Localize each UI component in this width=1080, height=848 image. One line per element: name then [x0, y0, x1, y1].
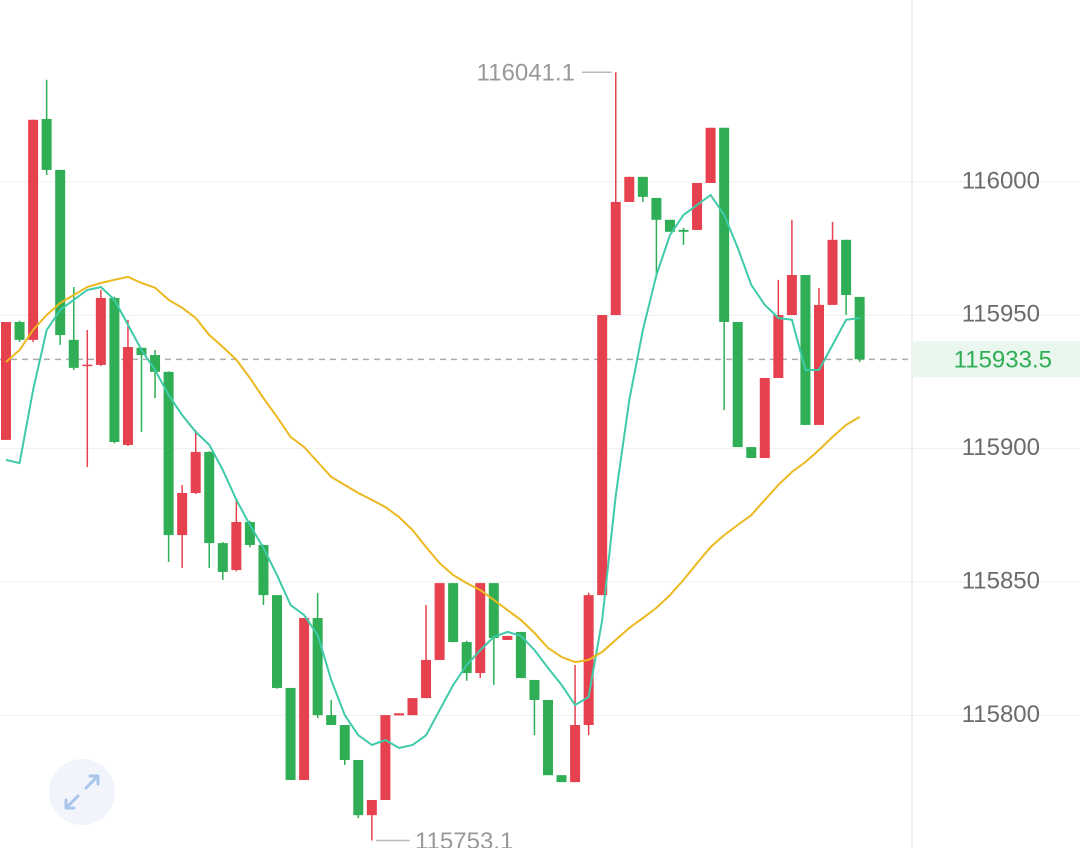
candle-body: [407, 698, 418, 716]
candle-body: [529, 679, 540, 700]
candle-body: [41, 118, 52, 170]
candle-body: [678, 229, 689, 232]
candle-body: [272, 595, 282, 688]
candle-body: [746, 447, 757, 459]
candle-body: [800, 275, 811, 425]
candle-body: [393, 713, 404, 716]
candle-body: [421, 659, 432, 699]
candle-body: [190, 451, 201, 493]
candle-body: [814, 304, 824, 425]
candle-body: [624, 176, 635, 202]
y-tick-label: 115950: [962, 301, 1040, 328]
candle-body: [122, 347, 133, 445]
candle-body: [339, 725, 350, 760]
candle-body: [759, 377, 770, 459]
candle-body: [637, 176, 648, 197]
candle-body: [610, 201, 621, 316]
candle-body: [353, 759, 364, 816]
candle-body: [204, 451, 215, 544]
candle-body: [150, 355, 161, 372]
candle-body: [732, 321, 743, 448]
candle-body: [692, 182, 703, 230]
candle-body: [109, 297, 120, 443]
candle-body: [14, 321, 25, 340]
candle-body: [705, 127, 716, 183]
candle-body: [786, 275, 797, 316]
candle-body: [366, 799, 377, 816]
expand-button[interactable]: [49, 759, 115, 825]
y-tick-label: 115800: [962, 701, 1040, 728]
y-tick-label: 116000: [962, 167, 1040, 194]
candle-body: [299, 618, 310, 780]
candle-body: [543, 699, 553, 776]
ma-line: [5, 193, 860, 750]
candle-body: [570, 725, 581, 783]
candle-body: [95, 297, 106, 365]
candle-body: [719, 127, 730, 322]
candle-body: [773, 315, 784, 378]
candle-body: [285, 687, 296, 780]
candle-body: [244, 522, 255, 545]
candle-body: [488, 583, 499, 639]
candle-body: [434, 583, 445, 660]
candle-body: [1, 321, 11, 440]
candle-body: [163, 371, 174, 536]
candle-body: [28, 119, 39, 340]
candle-body: [664, 219, 675, 232]
last-price-tag: [913, 341, 1080, 378]
expand-icon[interactable]: [64, 774, 100, 810]
expand-button-bg[interactable]: [49, 759, 115, 825]
y-tick-label: 115850: [962, 567, 1040, 594]
candle-body: [231, 522, 242, 571]
annotation-label: 116041.1: [477, 60, 575, 87]
candle-body: [461, 642, 472, 674]
candle-body: [448, 583, 459, 643]
last-price-label: 115933.5: [954, 347, 1052, 374]
candle-body: [841, 239, 852, 296]
candle-body: [854, 296, 865, 360]
candle-body: [651, 197, 662, 220]
candle-body: [217, 543, 228, 572]
candle-body: [597, 315, 608, 596]
candle-body: [515, 631, 526, 679]
ma-line: [5, 275, 861, 664]
candle-body: [827, 239, 838, 305]
candle-body: [502, 635, 513, 640]
candle-body: [312, 618, 323, 716]
candle-body: [475, 583, 486, 674]
candle-body: [326, 715, 337, 726]
candle-body: [380, 715, 391, 800]
annotation-label: 115753.1: [415, 828, 513, 848]
candle-body: [556, 775, 567, 783]
y-tick-label: 115900: [962, 434, 1040, 461]
candle-body: [82, 364, 93, 367]
candle-body: [258, 544, 269, 596]
candle-body: [177, 492, 188, 536]
candle-body: [68, 339, 79, 368]
candle-body: [55, 169, 66, 336]
